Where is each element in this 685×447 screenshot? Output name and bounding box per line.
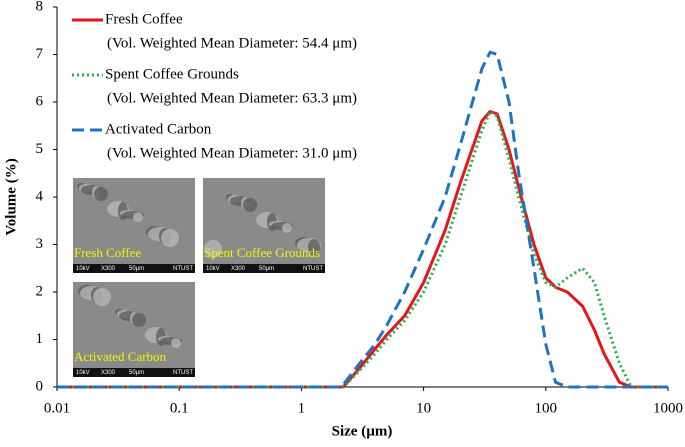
x-axis-title: Size (µm) — [332, 423, 393, 439]
y-axis-title: Volume (%) — [3, 158, 19, 235]
particle — [94, 187, 108, 201]
x-tick-label: 1 — [298, 400, 306, 416]
particle — [204, 240, 222, 258]
particle — [161, 229, 179, 247]
inset-label: Spent Coffee Grounds — [204, 245, 320, 260]
inset-label: Fresh Coffee — [74, 245, 142, 260]
sem-info-text: NTUST — [303, 266, 323, 272]
legend-description: (Vol. Weighted Mean Diameter: 54.4 μm) — [107, 35, 357, 51]
series-line — [57, 50, 668, 389]
particle — [132, 313, 146, 327]
sem-info-text: X300 — [101, 266, 116, 272]
y-tick-label: 0 — [36, 378, 44, 394]
x-tick-label: 1000 — [653, 400, 683, 416]
x-tick-label: 0.01 — [44, 400, 70, 416]
y-tick-label: 8 — [36, 0, 44, 14]
legend-label: Spent Coffee Grounds — [105, 66, 239, 82]
series-line — [57, 110, 668, 389]
particle — [282, 223, 292, 233]
x-tick-label: 10 — [416, 400, 431, 416]
y-tick-label: 7 — [36, 46, 44, 62]
particle — [308, 239, 320, 255]
y-tick-label: 6 — [36, 93, 44, 109]
particle — [133, 212, 143, 222]
y-tick-label: 4 — [36, 188, 44, 204]
particle — [171, 338, 181, 348]
sem-info-bar — [73, 368, 195, 377]
sem-info-text: X300 — [231, 266, 246, 272]
sem-info-text: 10kV — [206, 266, 220, 272]
legend-description: (Vol. Weighted Mean Diameter: 31.0 μm) — [107, 145, 357, 161]
particle — [93, 288, 111, 306]
sem-info-text: X300 — [101, 370, 116, 376]
sem-info-bar — [203, 264, 325, 273]
legend-label: Fresh Coffee — [105, 11, 183, 27]
y-tick-label: 5 — [36, 141, 44, 157]
y-tick-label: 3 — [36, 236, 44, 252]
x-tick-label: 0.1 — [170, 400, 189, 416]
sem-info-text: NTUST — [173, 370, 193, 376]
sem-info-text: 10kV — [76, 266, 90, 272]
inset-label: Activated Carbon — [74, 349, 167, 364]
legend-label: Activated Carbon — [105, 121, 212, 137]
y-tick-label: 1 — [36, 331, 44, 347]
sem-info-text: 10kV — [76, 370, 90, 376]
sem-info-text: 50μm — [129, 370, 144, 376]
y-tick-label: 2 — [36, 283, 44, 299]
x-tick-label: 100 — [535, 400, 558, 416]
particle — [243, 198, 257, 212]
sem-info-text: 50μm — [129, 266, 144, 272]
sem-info-bar — [73, 264, 195, 273]
sem-info-text: NTUST — [173, 266, 193, 272]
legend-description: (Vol. Weighted Mean Diameter: 63.3 μm) — [107, 90, 357, 106]
sem-info-text: 50μm — [259, 266, 274, 272]
